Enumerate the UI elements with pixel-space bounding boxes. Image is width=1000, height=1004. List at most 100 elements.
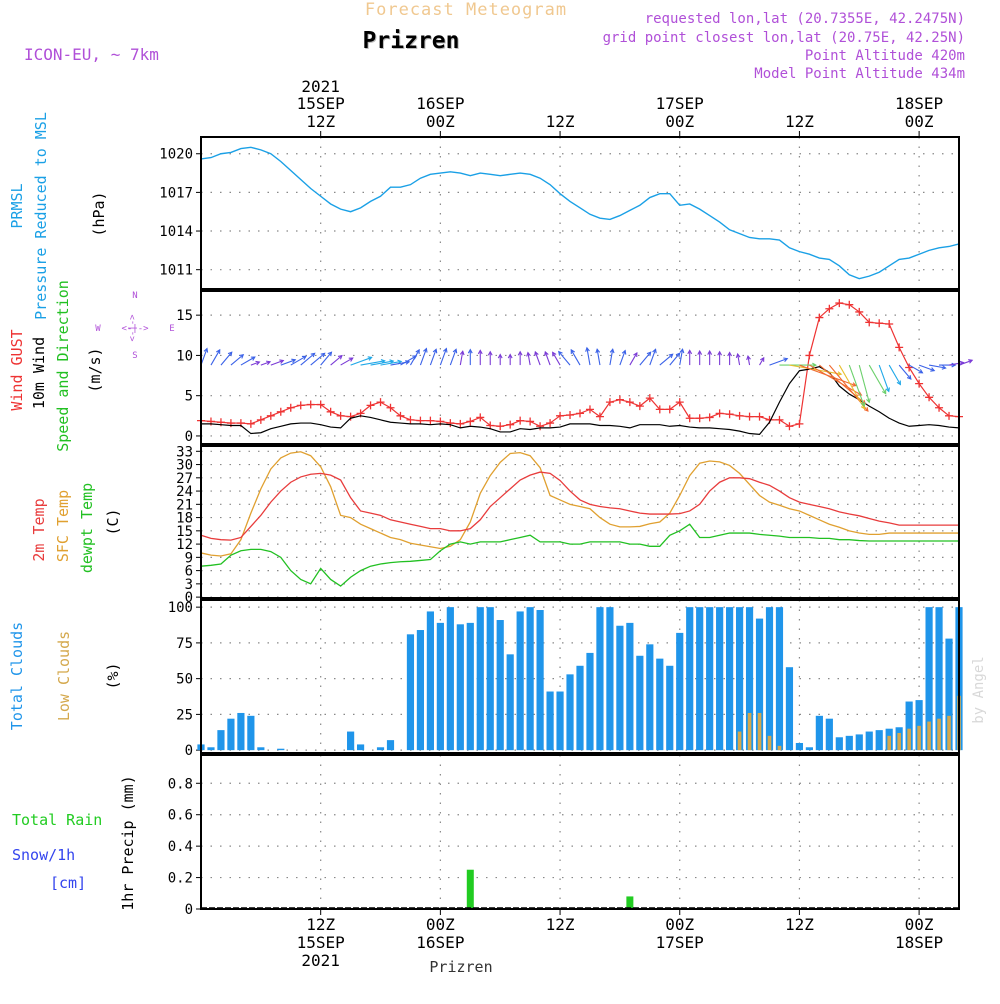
wind-direction-arrow bbox=[928, 364, 947, 370]
wind-arrow-head bbox=[860, 401, 866, 407]
wind-arrow-shaft bbox=[270, 360, 284, 366]
gust-marker bbox=[725, 410, 734, 419]
total-cloud-bar bbox=[406, 634, 415, 751]
wind-unit: (m/s) bbox=[86, 347, 104, 392]
wind-direction-arrow bbox=[340, 357, 354, 366]
low-cloud-bar bbox=[767, 735, 772, 751]
x-label-bottom-hour: 00Z bbox=[905, 915, 934, 934]
gust-marker bbox=[276, 407, 285, 416]
x-label-top-date: 17SEP bbox=[656, 94, 704, 113]
wind-direction-arrow bbox=[270, 359, 285, 366]
total-cloud-bar bbox=[656, 658, 664, 751]
gust-marker bbox=[645, 394, 654, 403]
wind-direction-arrow bbox=[789, 364, 843, 377]
gust-marker bbox=[865, 318, 874, 327]
cloud-unit: (%) bbox=[104, 662, 122, 689]
wind-arrow-shaft bbox=[449, 349, 457, 366]
low-cloud-bar bbox=[777, 745, 782, 751]
compass-n: N bbox=[132, 291, 137, 301]
wind-arrow-head bbox=[857, 391, 863, 396]
wind-arrow-shaft bbox=[948, 361, 964, 366]
wind-arrow-head bbox=[595, 348, 601, 354]
wind-direction-arrow bbox=[888, 364, 901, 386]
y-tick-label: 15 bbox=[176, 524, 193, 540]
gust-marker bbox=[386, 403, 395, 412]
gust-marker bbox=[925, 393, 934, 402]
gust-marker bbox=[376, 398, 385, 407]
wind-arrow-head bbox=[279, 359, 285, 364]
total-cloud-bar bbox=[237, 712, 245, 751]
wind-direction-arrow bbox=[260, 360, 272, 366]
wind-arrow-shaft bbox=[230, 354, 244, 366]
precip-ylabel: 1hr Precip (mm) bbox=[119, 775, 137, 910]
gust-marker bbox=[855, 307, 864, 316]
total-cloud-bar bbox=[376, 747, 385, 751]
wind-arrow-head bbox=[746, 354, 751, 361]
gust-marker bbox=[845, 300, 854, 309]
total-cloud-bar bbox=[576, 665, 584, 751]
wind-arrow-shaft bbox=[250, 361, 260, 366]
gust-marker bbox=[785, 422, 794, 431]
gust-marker bbox=[456, 419, 465, 428]
total-cloud-bar bbox=[865, 731, 873, 751]
wind-direction-arrow bbox=[939, 362, 957, 368]
wind-arrow-head bbox=[837, 371, 843, 377]
gust-marker bbox=[316, 400, 325, 409]
wind-arrow-head bbox=[477, 349, 483, 355]
wind-direction-arrow bbox=[679, 348, 685, 366]
wind-arrow-head bbox=[216, 348, 221, 354]
total-cloud-bar bbox=[716, 607, 724, 751]
x-label-top-hour: 12Z bbox=[306, 112, 335, 131]
watermark: by Angel bbox=[971, 656, 987, 723]
gust-marker bbox=[895, 343, 904, 352]
total-cloud-bar bbox=[686, 607, 694, 751]
wind-arrow-shaft bbox=[649, 349, 657, 366]
gust-marker bbox=[815, 313, 824, 322]
wind-arrow-shaft bbox=[868, 364, 887, 394]
total-cloud-bar bbox=[456, 624, 464, 751]
wind10m-label: 10m Wind bbox=[30, 337, 48, 409]
gust-marker bbox=[256, 415, 265, 424]
wind-arrow-head bbox=[239, 353, 245, 359]
wind-arrow-shaft bbox=[747, 356, 751, 366]
wind-arrow-head bbox=[621, 349, 627, 355]
wind-direction-arrow bbox=[649, 348, 657, 366]
wind-direction-arrow bbox=[429, 348, 438, 366]
location-title: Prizren bbox=[363, 28, 460, 54]
wind-arrow-head bbox=[544, 350, 549, 356]
gust-marker bbox=[576, 409, 584, 418]
panel-frame-3 bbox=[200, 445, 960, 599]
total-cloud-bar bbox=[257, 747, 265, 751]
wind-direction-arrow bbox=[419, 347, 428, 366]
total-cloud-bar bbox=[356, 744, 365, 751]
wind-direction-arrow bbox=[544, 350, 551, 366]
wind-direction-arrow bbox=[250, 360, 261, 366]
wind-arrow-head bbox=[227, 351, 233, 357]
wind-arrow-shaft bbox=[789, 364, 842, 375]
wind-arrow-head bbox=[497, 353, 503, 359]
gust-marker bbox=[546, 419, 555, 428]
gust-marker bbox=[286, 403, 295, 412]
total-cloud-bar bbox=[546, 691, 554, 751]
wind-arrow-head bbox=[851, 382, 857, 387]
wind-direction-arrow bbox=[497, 353, 503, 366]
wind-arrow-shaft bbox=[290, 355, 307, 366]
wind-direction-arrow bbox=[735, 352, 741, 366]
wind-direction-arrow bbox=[477, 349, 483, 366]
total-cloud-bar bbox=[765, 607, 774, 751]
y-tick-label: 0 bbox=[185, 743, 193, 759]
x-label-top-year: 2021 bbox=[301, 77, 340, 96]
temp2m-line bbox=[200, 471, 959, 541]
low-clouds-label: Low Clouds bbox=[55, 631, 73, 721]
wind-direction-arrow bbox=[898, 364, 912, 380]
gust-marker bbox=[605, 398, 614, 407]
wind-direction-arrow bbox=[570, 348, 581, 366]
gust-marker bbox=[735, 411, 744, 420]
wind-arrow-head bbox=[507, 353, 513, 359]
gust-marker bbox=[945, 411, 954, 420]
total-cloud-bar bbox=[855, 734, 863, 751]
total-cloud-bar bbox=[347, 731, 355, 751]
total-cloud-bar bbox=[277, 748, 285, 751]
y-tick-label: 25 bbox=[176, 707, 193, 723]
wind-arrow-head bbox=[291, 358, 297, 364]
